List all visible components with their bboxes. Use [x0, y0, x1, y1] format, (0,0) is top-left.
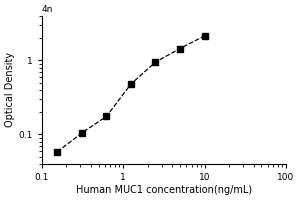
X-axis label: Human MUC1 concentration(ng/mL): Human MUC1 concentration(ng/mL): [76, 185, 252, 195]
Text: 4n: 4n: [42, 5, 53, 14]
Y-axis label: Optical Density: Optical Density: [5, 52, 15, 127]
